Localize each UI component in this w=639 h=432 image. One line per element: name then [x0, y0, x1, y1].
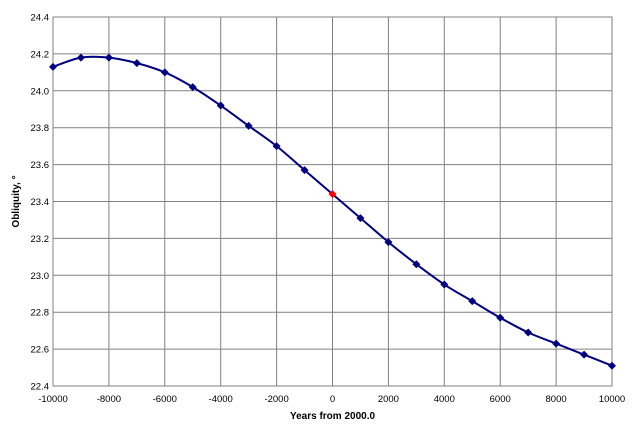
y-tick-label: 22.6 — [31, 345, 50, 356]
data-point-marker — [412, 260, 421, 269]
y-tick-label: 23.0 — [31, 271, 50, 282]
series-layer — [49, 53, 616, 370]
x-tick-label: 6000 — [490, 394, 511, 405]
data-point-marker — [76, 53, 85, 62]
data-point-marker — [384, 238, 393, 247]
data-point-marker — [524, 328, 533, 337]
data-point-marker — [580, 350, 589, 359]
y-tick-label: 23.4 — [31, 197, 50, 208]
data-point-marker — [104, 53, 113, 62]
y-tick-label: 22.4 — [31, 382, 50, 393]
data-point-marker — [244, 121, 253, 130]
data-point-marker — [49, 62, 57, 71]
y-tick-label: 24.4 — [31, 13, 50, 24]
highlighted-data-point — [328, 190, 337, 199]
x-axis-title: Years from 2000.0 — [290, 411, 375, 422]
data-point-marker — [216, 101, 225, 110]
data-point-marker — [188, 83, 197, 92]
axis-layer: -10000 -8000 -6000 -4000 -2000 0 2000 4000 6000 8… — [31, 13, 626, 406]
data-point-marker — [272, 142, 281, 151]
x-tick-label: 4000 — [434, 394, 455, 405]
x-tick-label: 10000 — [599, 394, 625, 405]
y-tick-label: 23.2 — [31, 234, 50, 245]
x-tick-label: 2000 — [378, 394, 399, 405]
y-tick-label: 22.8 — [31, 308, 50, 319]
x-tick-label: 8000 — [546, 394, 567, 405]
x-tick-label: -6000 — [153, 394, 177, 405]
y-tick-label: 23.6 — [31, 160, 50, 171]
data-point-marker — [468, 297, 477, 306]
y-axis-title: Obliquity, ° — [11, 175, 22, 227]
x-tick-label: -2000 — [264, 394, 288, 405]
data-point-marker — [356, 214, 365, 223]
x-tick-label: -10000 — [38, 394, 68, 405]
x-tick-label: -8000 — [97, 394, 121, 405]
data-point-marker — [132, 59, 141, 68]
y-tick-label: 24.2 — [31, 49, 50, 60]
y-tick-label: 24.0 — [31, 86, 50, 97]
data-point-marker — [160, 68, 169, 77]
data-point-marker — [300, 166, 309, 175]
data-point-marker — [552, 339, 561, 348]
plot-area-frame — [52, 16, 613, 387]
data-point-marker — [440, 280, 449, 289]
x-tick-label: 0 — [330, 394, 335, 405]
data-point-marker — [496, 313, 505, 322]
y-tick-label: 23.8 — [31, 123, 50, 134]
x-tick-label: -4000 — [209, 394, 233, 405]
data-point-marker — [608, 361, 616, 370]
